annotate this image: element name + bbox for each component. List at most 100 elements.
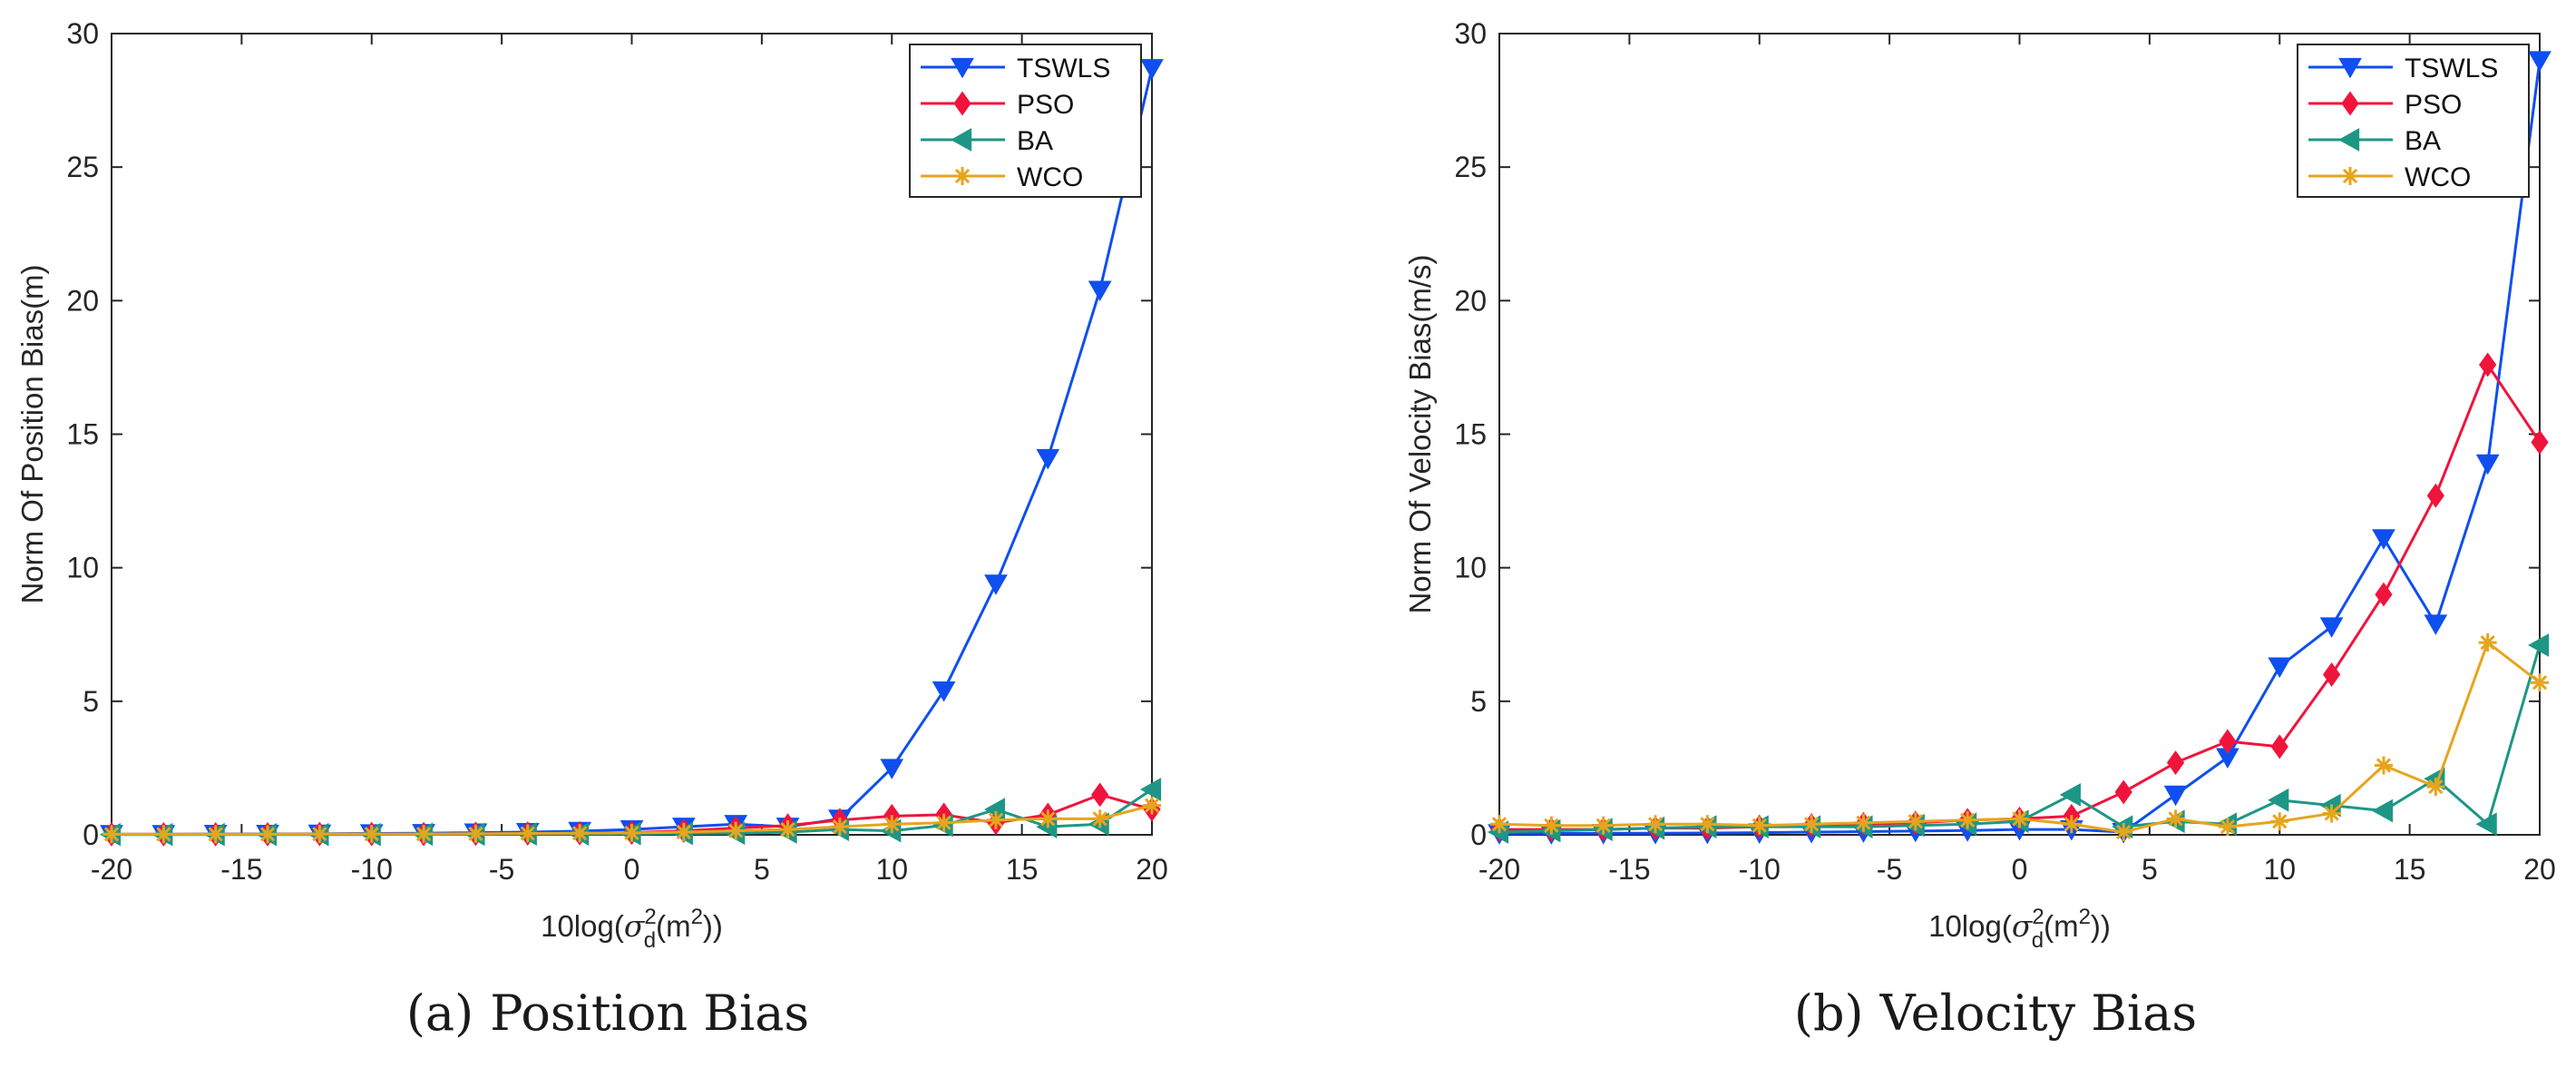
point-a-wco-0 xyxy=(102,825,121,844)
legend-marker-b-1 xyxy=(2341,91,2359,116)
x-tick-label-a-7: 15 xyxy=(1006,853,1039,886)
point-b-ba-20 xyxy=(2527,633,2550,657)
x-tick-label-b-4: 0 xyxy=(2012,853,2028,886)
point-b-wco-3 xyxy=(1646,815,1665,834)
legend-marker-b-2 xyxy=(2337,128,2360,152)
y-tick-label-b-1: 5 xyxy=(1470,685,1487,718)
legend-marker-b-0 xyxy=(2338,57,2362,79)
point-b-tswls-13 xyxy=(2163,785,2188,807)
y-axis-label-a: Norm Of Position Bias(m) xyxy=(15,264,49,603)
y-tick-label-a-4: 20 xyxy=(66,284,99,317)
point-b-ba-19 xyxy=(2475,812,2497,837)
point-b-wco-10 xyxy=(2010,809,2029,828)
y-tick-label-b-5: 25 xyxy=(1454,151,1487,183)
point-b-tswls-16 xyxy=(2319,617,2344,638)
point-b-wco-4 xyxy=(1698,815,1717,834)
point-a-wco-11 xyxy=(674,823,693,842)
point-b-wco-1 xyxy=(1542,816,1561,835)
x-axis-label-part-a-5: 2 xyxy=(691,905,703,929)
y-tick-label-a-6: 30 xyxy=(66,17,99,50)
chart-b: -20 -15 -10 -5 0 5 10 15 20 0 5 10 15 20 25 30 Norm Of V… xyxy=(1403,17,2556,953)
point-a-wco-8 xyxy=(518,824,537,843)
x-axis-label-part-b-4: (m xyxy=(2044,909,2078,943)
point-a-wco-13 xyxy=(778,820,797,839)
point-b-wco-5 xyxy=(1750,816,1769,835)
point-a-tswls-18 xyxy=(1036,448,1060,470)
caption-a: (a) Position Bias xyxy=(406,985,809,1042)
point-a-wco-1 xyxy=(154,825,173,844)
y-tick-label-a-2: 10 xyxy=(66,552,99,584)
x-axis-label-a: 10log(σ2 d(m2)) xyxy=(541,905,723,953)
point-a-tswls-19 xyxy=(1088,280,1112,301)
caption-a-label: (a) xyxy=(405,985,474,1042)
point-a-wco-14 xyxy=(830,818,849,837)
x-tick-label-a-0: -20 xyxy=(91,853,132,886)
point-b-wco-17 xyxy=(2374,756,2393,775)
y-tick-label-b-4: 20 xyxy=(1454,284,1487,317)
y-tick-label-b-6: 30 xyxy=(1454,17,1487,50)
x-axis-label-b: 10log(σ2 d(m2)) xyxy=(1928,905,2111,953)
caption-b: (b) Velocity Bias xyxy=(1794,985,2197,1042)
point-b-wco-2 xyxy=(1594,816,1613,835)
point-a-wco-19 xyxy=(1090,809,1109,828)
x-axis-label-part-b-2: 2 xyxy=(2032,905,2044,929)
y-tick-label-a-3: 15 xyxy=(66,418,99,451)
point-b-pso-19 xyxy=(2479,352,2497,377)
legend-marker-b-3 xyxy=(2341,167,2359,185)
point-a-wco-7 xyxy=(466,824,485,843)
point-b-pso-18 xyxy=(2426,483,2444,508)
x-tick-label-b-3: -5 xyxy=(1877,853,1902,886)
x-tick-label-b-0: -20 xyxy=(1478,853,1520,886)
point-b-tswls-18 xyxy=(2424,614,2448,635)
point-b-tswls-20 xyxy=(2528,51,2552,72)
x-tick-label-b-7: 15 xyxy=(2394,853,2426,886)
x-axis-label-part-a-1: σ xyxy=(624,908,646,944)
point-a-wco-15 xyxy=(883,815,902,834)
x-axis-label-part-b-5: 2 xyxy=(2079,905,2091,929)
point-b-pso-15 xyxy=(2270,734,2288,760)
point-b-wco-9 xyxy=(1958,810,1977,829)
legend-label-b-1: PSO xyxy=(2405,90,2462,120)
y-tick-label-a-0: 0 xyxy=(83,818,99,851)
point-b-wco-8 xyxy=(1906,812,1925,831)
legend-marker-a-3 xyxy=(953,167,971,185)
legend-box-b xyxy=(2297,44,2530,198)
legend-label-a-1: PSO xyxy=(1017,90,1074,120)
point-a-tswls-15 xyxy=(880,759,904,779)
point-b-wco-16 xyxy=(2322,804,2341,823)
x-tick-label-a-6: 10 xyxy=(875,853,908,886)
y-tick-label-a-1: 5 xyxy=(83,685,99,718)
x-axis-label-part-a-4: (m xyxy=(656,909,690,943)
point-b-wco-0 xyxy=(1490,815,1508,834)
x-tick-label-b-2: -10 xyxy=(1739,853,1781,886)
legend-label-a-0: TSWLS xyxy=(1017,54,1110,83)
point-a-tswls-20 xyxy=(1140,59,1164,80)
point-b-ba-15 xyxy=(2268,788,2289,812)
point-b-pso-13 xyxy=(2166,750,2185,775)
legend-label-b-2: BA xyxy=(2405,126,2441,156)
x-tick-label-a-8: 20 xyxy=(1136,853,1168,886)
series-b-wco xyxy=(1490,633,2549,842)
point-b-wco-19 xyxy=(2478,633,2497,652)
legend-label-b-0: TSWLS xyxy=(2405,54,2498,83)
point-b-pso-20 xyxy=(2531,429,2549,455)
x-axis-label-part-b-6: )) xyxy=(2091,909,2111,943)
chart-a: -20 -15 -10 -5 0 5 10 15 20 0 5 10 15 20 25 30 Norm Of P… xyxy=(15,17,1168,953)
point-a-wco-18 xyxy=(1039,809,1058,828)
point-a-wco-10 xyxy=(622,823,641,842)
point-a-wco-20 xyxy=(1143,796,1161,815)
caption-a-text: Position Bias xyxy=(490,985,810,1042)
point-b-ba-17 xyxy=(2371,799,2394,823)
y-tick-label-b-2: 10 xyxy=(1454,552,1487,584)
legend-a: TSWLS PSO BA WCO xyxy=(909,44,1142,198)
caption-b-label: (b) xyxy=(1793,985,1864,1042)
point-a-wco-2 xyxy=(206,825,225,844)
legend-label-b-3: WCO xyxy=(2405,162,2471,192)
point-b-wco-11 xyxy=(2062,815,2081,834)
point-b-wco-7 xyxy=(1854,813,1873,832)
point-a-tswls-17 xyxy=(984,574,1008,595)
point-a-tswls-16 xyxy=(932,681,956,702)
point-a-wco-6 xyxy=(415,825,434,844)
point-b-pso-16 xyxy=(2322,662,2341,687)
